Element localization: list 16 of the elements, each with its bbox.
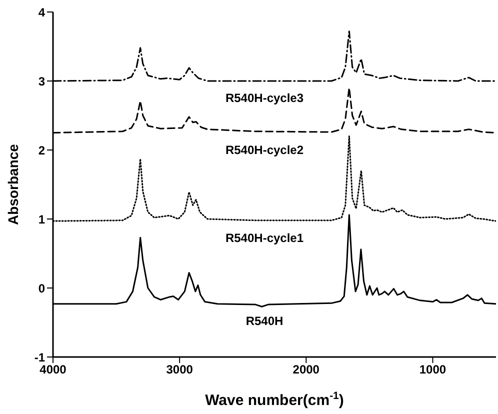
series-label: R540H-cycle3	[225, 91, 304, 105]
y-tick-label: 4	[38, 5, 46, 20]
y-tick-label: -1	[34, 350, 46, 364]
y-tick-label: 2	[38, 143, 46, 158]
x-tick-label: 2000	[292, 362, 320, 377]
x-tick-label: 4000	[40, 362, 67, 377]
series-label: R540H	[246, 314, 284, 328]
y-tick-label: 3	[38, 74, 46, 88]
series-label: R540H-cycle1	[225, 231, 304, 246]
x-axis-title: Wave number(cm$^{-1}$)	[205, 390, 344, 409]
y-tick-label: 0	[38, 281, 46, 296]
y-tick-label: 1	[38, 212, 46, 226]
series-label: R540H-cycle2	[225, 142, 304, 157]
x-tick-label: 1000	[419, 362, 446, 377]
x-tick-label: 3000	[166, 362, 194, 377]
y-axis-title: Absorbance	[5, 144, 21, 225]
